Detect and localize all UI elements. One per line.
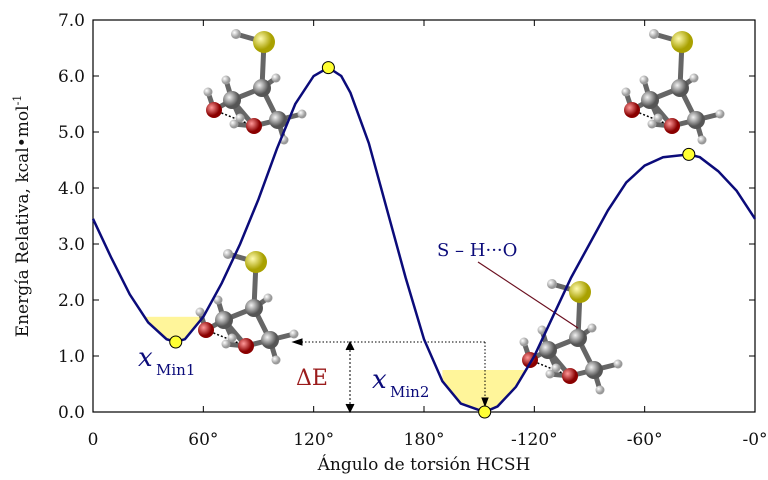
min-label-sub: Min2	[390, 383, 429, 401]
x-tick-label: 60°	[188, 430, 218, 450]
x-tick-label: -60°	[627, 430, 663, 450]
min-label: x	[138, 343, 153, 373]
x-axis-label: Ángulo de torsión HCSH	[317, 454, 531, 475]
stationary-point	[478, 405, 492, 419]
y-tick-label: 2.0	[58, 291, 85, 311]
x-tick-label: 120°	[293, 430, 334, 450]
stationary-point	[682, 147, 696, 161]
molecule	[622, 29, 725, 145]
y-tick-label: 0.0	[58, 403, 85, 423]
hbond-label: S – H···O	[437, 240, 517, 261]
stationary-point	[169, 335, 183, 349]
delta-arrows	[291, 338, 489, 414]
molecule	[196, 249, 299, 365]
y-tick-label: 5.0	[58, 123, 85, 143]
plot-frame	[92, 19, 756, 413]
well-fill	[442, 370, 548, 412]
y-tick-label: 1.0	[58, 347, 85, 367]
y-tick-label: 3.0	[58, 235, 85, 255]
y-tick-label: 4.0	[58, 179, 85, 199]
stationary-point	[321, 61, 335, 75]
molecule	[520, 279, 623, 395]
x-tick-label: -0°	[742, 430, 767, 450]
x-tick-label: -120°	[511, 430, 558, 450]
molecule	[204, 29, 307, 145]
energy-curve	[91, 66, 757, 414]
min-label-sub: Min1	[156, 361, 195, 379]
delta-label: ΔE	[296, 366, 328, 391]
y-axis-label: Energía Relativa, kcal•mol-1	[11, 95, 33, 338]
y-axis-label-main: Energía Relativa, kcal•mol	[13, 105, 33, 337]
x-tick-label: 0	[88, 430, 99, 450]
hbond-pointer	[477, 261, 579, 329]
x-tick-label: 180°	[404, 430, 445, 450]
y-axis-label-sup: -1	[11, 95, 24, 106]
y-tick-label: 7.0	[58, 11, 85, 31]
min-label: x	[372, 365, 387, 395]
y-tick-label: 6.0	[58, 67, 85, 87]
